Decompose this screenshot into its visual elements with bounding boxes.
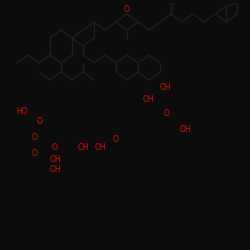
Text: OH: OH [179,126,191,134]
Text: HO: HO [16,106,28,116]
Text: O: O [52,144,58,152]
Text: OH: OH [142,94,154,104]
Text: O: O [164,108,170,118]
Text: O: O [113,136,119,144]
Text: OH: OH [49,156,61,164]
Text: OH: OH [94,144,106,152]
Text: O: O [37,116,43,126]
Text: O: O [124,6,130,15]
Text: O: O [32,132,38,141]
Text: OH: OH [159,84,171,92]
Text: OH: OH [77,144,89,152]
Text: OH: OH [49,166,61,174]
Text: O: O [32,148,38,158]
